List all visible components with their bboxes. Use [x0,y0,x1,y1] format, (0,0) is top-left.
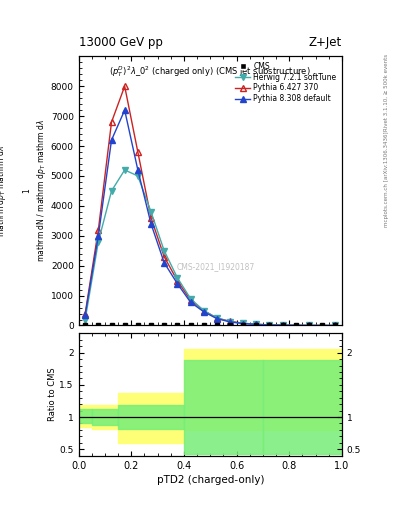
Legend: CMS, Herwig 7.2.1 softTune, Pythia 6.427 370, Pythia 8.308 default: CMS, Herwig 7.2.1 softTune, Pythia 6.427… [233,60,338,105]
Text: mcplots.cern.ch [arXiv:1306.3436]: mcplots.cern.ch [arXiv:1306.3436] [384,132,389,227]
Y-axis label: Ratio to CMS: Ratio to CMS [48,368,57,421]
X-axis label: pTD2 (charged-only): pTD2 (charged-only) [156,475,264,485]
Y-axis label: mathrm d$^2$N
mathrm d$p_T$ mathrm d$\lambda$

1
mathrm dN / mathrm d$p_T$ mathr: mathrm d$^2$N mathrm d$p_T$ mathrm d$\la… [0,119,48,262]
Text: CMS-2021_I1920187: CMS-2021_I1920187 [176,262,255,271]
Text: Rivet 3.1.10, ≥ 500k events: Rivet 3.1.10, ≥ 500k events [384,54,389,131]
Text: 13000 GeV pp: 13000 GeV pp [79,36,162,49]
Text: $(p_T^D)^2\lambda\_0^2$ (charged only) (CMS jet substructure): $(p_T^D)^2\lambda\_0^2$ (charged only) (… [109,65,311,79]
Text: Z+Jet: Z+Jet [309,36,342,49]
